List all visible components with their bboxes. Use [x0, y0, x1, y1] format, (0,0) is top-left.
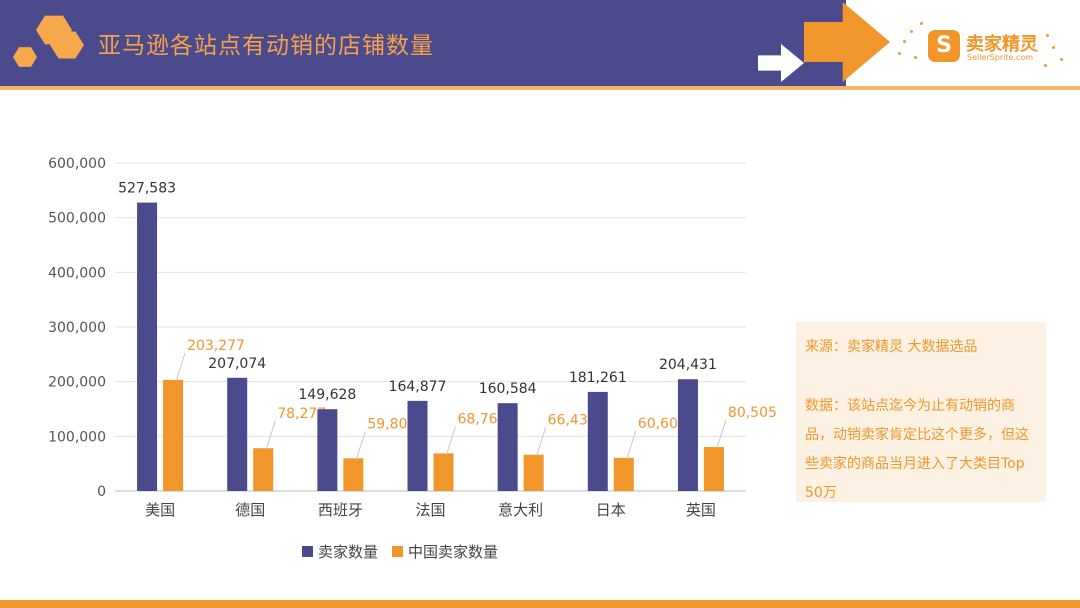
- data-label: 207,074: [208, 356, 266, 372]
- hexagon-decoration-small: [13, 47, 37, 67]
- legend-label: 卖家数量: [318, 543, 378, 561]
- logo-url: SellerSprite.com: [967, 53, 1034, 62]
- bar-sellers: [497, 403, 518, 491]
- y-tick-label: 100,000: [48, 429, 106, 445]
- logo-dot: [910, 30, 913, 33]
- y-tick-label: 300,000: [48, 320, 106, 336]
- data-label: 68,766: [458, 411, 507, 427]
- x-tick-label: 德国: [235, 501, 265, 519]
- y-tick-label: 200,000: [48, 375, 106, 391]
- logo-dot: [898, 52, 901, 55]
- data-label: 181,261: [569, 370, 627, 386]
- data-label: 160,584: [479, 381, 537, 397]
- y-tick-label: 500,000: [48, 211, 106, 227]
- header-divider: [0, 86, 1080, 90]
- data-label: 164,877: [389, 379, 447, 395]
- data-label: 80,505: [728, 405, 777, 421]
- bar-china-sellers: [253, 448, 274, 491]
- bar-sellers: [407, 400, 428, 491]
- y-tick-label: 400,000: [48, 265, 106, 281]
- x-tick-label: 日本: [596, 501, 626, 519]
- page-title: 亚马逊各站点有动销的店铺数量: [98, 33, 434, 59]
- sellersprite-logo-icon: S: [928, 30, 960, 62]
- y-tick-label: 600,000: [48, 156, 106, 172]
- x-tick-label: 美国: [145, 501, 175, 519]
- leader-line: [536, 427, 547, 456]
- data-label: 203,277: [187, 338, 245, 354]
- logo-dot: [1044, 64, 1047, 67]
- logo-dot: [920, 22, 923, 25]
- data-label: 78,277: [277, 406, 326, 422]
- logo-dot: [903, 40, 906, 43]
- legend-swatch: [392, 546, 403, 557]
- leader-line: [175, 352, 186, 382]
- y-tick-label: 0: [97, 484, 106, 500]
- leader-line: [626, 430, 637, 460]
- bar-china-sellers: [523, 454, 544, 491]
- x-tick-label: 西班牙: [318, 501, 363, 519]
- legend-swatch: [302, 546, 313, 557]
- source-note: 来源：卖家精灵 大数据选品 数据：该站点迄今为止有动销的商品，动销卖家肯定比这个…: [796, 322, 1046, 502]
- bar-sellers: [137, 202, 158, 492]
- data-label: 59,805: [367, 416, 416, 432]
- leader-line: [355, 431, 366, 460]
- leader-line: [716, 419, 727, 449]
- logo-name: 卖家精灵: [966, 34, 1038, 55]
- bar-china-sellers: [613, 457, 634, 491]
- bar-china-sellers: [163, 379, 184, 491]
- logo-dot: [914, 56, 917, 59]
- data-description: 数据：该站点迄今为止有动销的商品，动销卖家肯定比这个更多，但这些卖家的商品当月进…: [805, 398, 1029, 501]
- bar-china-sellers: [343, 458, 364, 491]
- x-tick-label: 法国: [415, 501, 445, 519]
- bar-sellers: [677, 379, 698, 491]
- footer-bar: [0, 600, 1080, 608]
- leader-line: [446, 426, 456, 455]
- leader-line: [265, 421, 276, 450]
- source-text: 来源：卖家精灵 大数据选品: [805, 339, 978, 355]
- logo-dot: [1046, 34, 1049, 37]
- bar-sellers: [317, 409, 338, 491]
- logo-dot: [1060, 58, 1063, 61]
- data-label: 149,628: [298, 387, 356, 403]
- logo-dot: [1052, 46, 1055, 49]
- bar-sellers: [227, 377, 248, 491]
- legend-label: 中国卖家数量: [408, 543, 498, 561]
- data-label: 60,605: [638, 416, 687, 432]
- bar-sellers: [587, 391, 608, 491]
- x-tick-label: 意大利: [498, 501, 543, 519]
- data-label: 527,583: [118, 181, 176, 197]
- data-label: 66,432: [548, 413, 597, 429]
- bar-china-sellers: [703, 446, 724, 491]
- bar-china-sellers: [433, 453, 454, 491]
- x-tick-label: 英国: [686, 501, 716, 519]
- data-label: 204,431: [659, 357, 717, 373]
